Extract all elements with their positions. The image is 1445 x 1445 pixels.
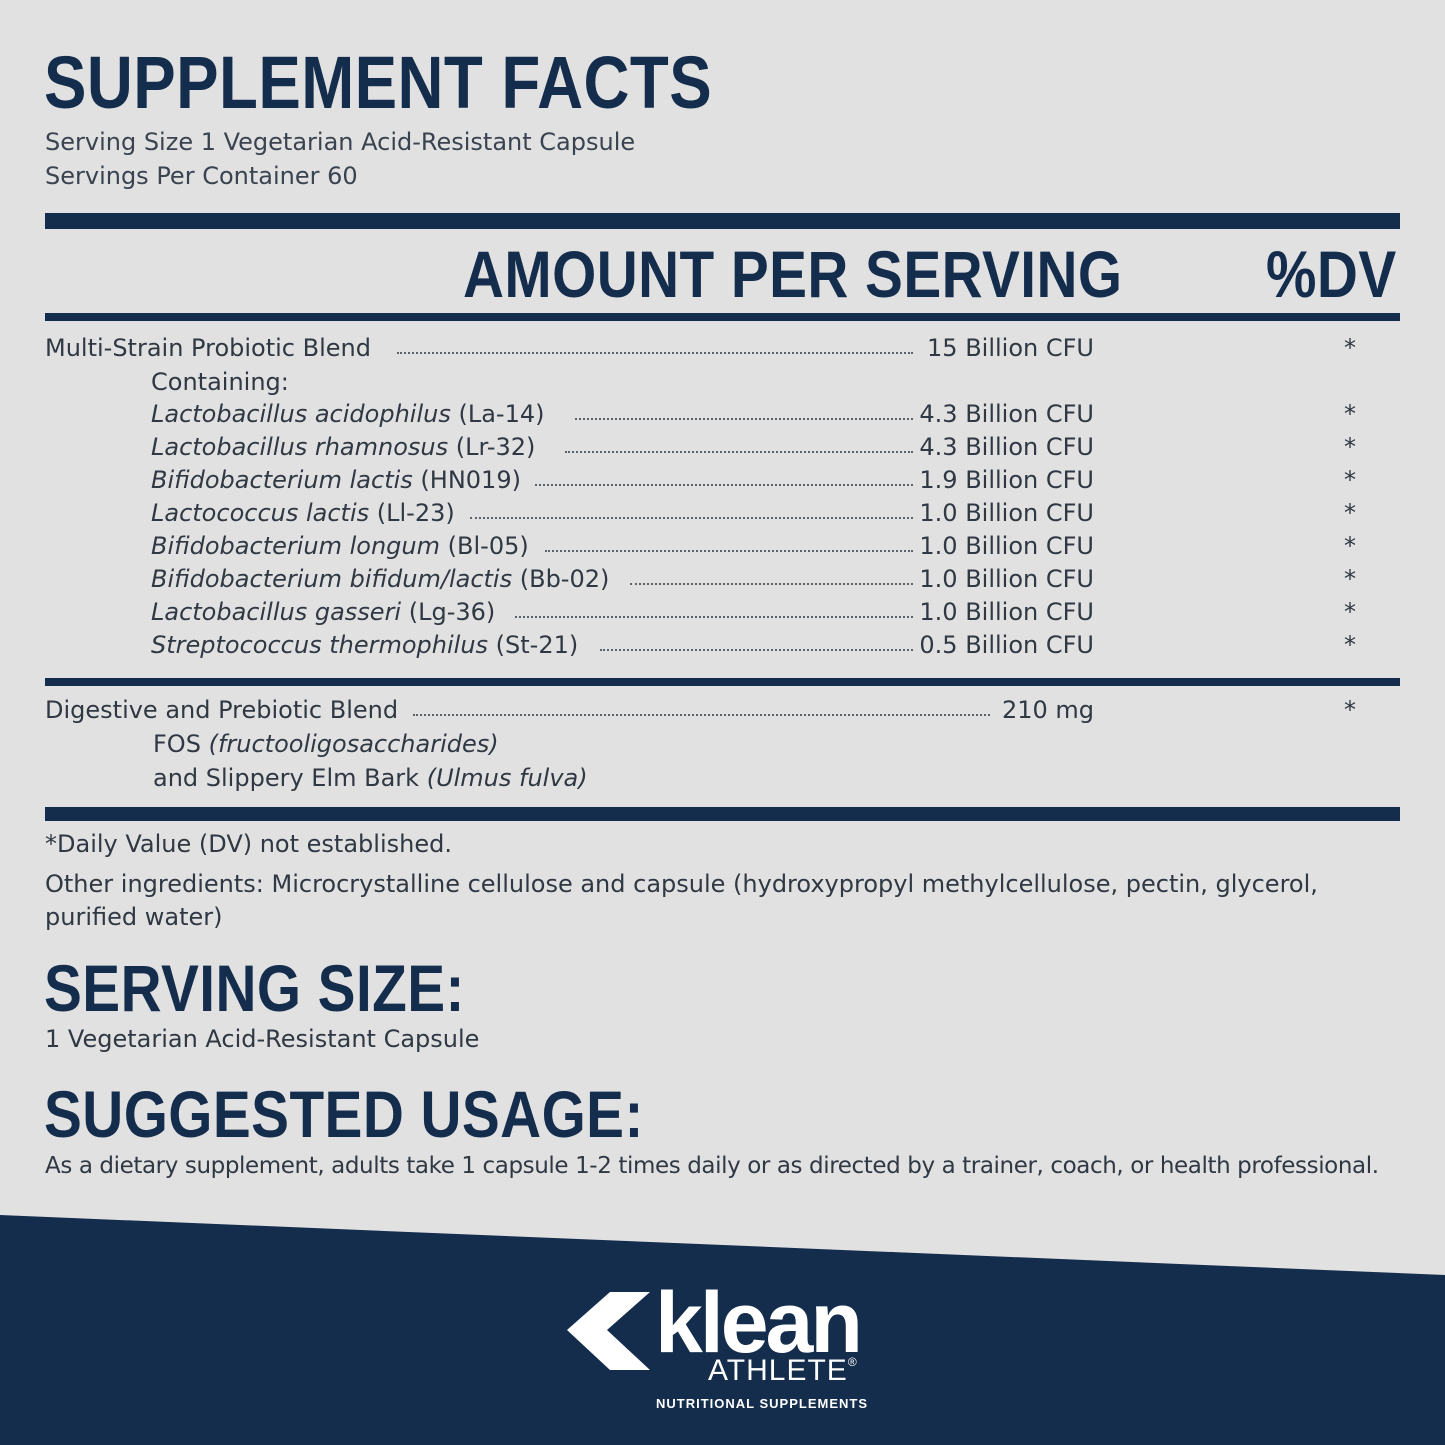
strain-amount: 1.0 Billion CFU [919,598,1094,626]
registered-mark: ® [847,1355,858,1369]
strain-code: (Ll-23) [376,499,455,527]
dv-column-heading: %DV [1266,237,1397,311]
digestive-blend-line-1: FOS (fructooligosaccharides) [153,730,499,758]
strain-dv: * [1344,400,1356,428]
strain-species: Bifidobacterium longum [151,532,441,560]
strain-dv: * [1344,631,1356,659]
dv-note: *Daily Value (DV) not established. [45,830,452,858]
strain-row: Bifidobacterium lactis (HN019) 1.9 Billi… [45,466,1400,499]
dot-leader [600,649,913,651]
strain-row: Bifidobacterium bifidum/lactis (Bb-02) 1… [45,565,1400,598]
elm-label: and Slippery Elm Bark [153,764,420,792]
strain-row: Lactobacillus rhamnosus (Lr-32) 4.3 Bill… [45,433,1400,466]
strain-dv: * [1344,433,1356,461]
serving-size-text: 1 Vegetarian Acid-Resistant Capsule [45,1025,480,1053]
strain-species: Lactococcus lactis [151,499,370,527]
strain-code: (St-21) [495,631,579,659]
digestive-blend-dv: * [1344,696,1356,724]
serving-size-line: Serving Size 1 Vegetarian Acid-Resistant… [45,128,636,156]
strain-amount: 0.5 Billion CFU [919,631,1094,659]
strain-species: Bifidobacterium bifidum/lactis [151,565,513,593]
digestive-blend-name: Digestive and Prebiotic Blend [45,696,399,724]
dot-leader [397,352,913,354]
header-divider-bar [45,313,1400,321]
amount-column-heading: AMOUNT PER SERVING [463,237,1123,311]
strain-species: Lactobacillus gasseri [151,598,402,626]
strain-code: (Lr-32) [455,433,536,461]
digestive-blend-amount: 210 mg [1001,696,1094,724]
strain-row: Lactococcus lactis (Ll-23) 1.0 Billion C… [45,499,1400,532]
dot-leader [515,616,913,618]
section-divider-bar [45,678,1400,686]
strain-amount: 1.9 Billion CFU [919,466,1094,494]
dot-leader [575,418,913,420]
serving-size-heading: SERVING SIZE: [44,951,465,1025]
containing-label: Containing: [151,368,289,396]
strain-amount: 1.0 Billion CFU [919,565,1094,593]
strain-code: (Bl-05) [447,532,529,560]
strain-amount: 4.3 Billion CFU [919,433,1094,461]
top-divider-bar [45,213,1400,229]
strain-dv: * [1344,598,1356,626]
brand-logo-athlete: ATHLETE® [708,1356,858,1386]
probiotic-blend-name: Multi-Strain Probiotic Blend [45,334,371,362]
bottom-divider-bar [45,807,1400,821]
dot-leader [545,550,913,552]
probiotic-blend-amount: 15 Billion CFU [927,334,1094,362]
brand-tagline: NUTRITIONAL SUPPLEMENTS [656,1396,868,1411]
other-ingredients-line-1: Other ingredients: Microcrystalline cell… [45,870,1318,898]
strain-row: Lactobacillus acidophilus (La-14) 4.3 Bi… [45,400,1400,433]
strain-amount: 1.0 Billion CFU [919,532,1094,560]
strain-code: (La-14) [458,400,545,428]
strain-row: Lactobacillus gasseri (Lg-36) 1.0 Billio… [45,598,1400,631]
strain-row: Bifidobacterium longum (Bl-05) 1.0 Billi… [45,532,1400,565]
page-title: SUPPLEMENT FACTS [44,41,713,124]
suggested-usage-heading: SUGGESTED USAGE: [44,1077,644,1151]
strain-amount: 1.0 Billion CFU [919,499,1094,527]
probiotic-blend-dv: * [1344,334,1356,362]
servings-per-container-line: Servings Per Container 60 [45,162,358,190]
elm-latin: (Ulmus fulva) [426,764,588,792]
strain-dv: * [1344,532,1356,560]
strain-code: (HN019) [420,466,521,494]
other-ingredients-line-2: purified water) [45,903,223,931]
strain-species: Streptococcus thermophilus [151,631,489,659]
fos-label: FOS [153,730,201,758]
strain-dv: * [1344,565,1356,593]
fos-latin: (fructooligosaccharides) [208,730,499,758]
probiotic-blend-row: Multi-Strain Probiotic Blend 15 Billion … [45,334,1400,367]
brand-logo-word: klean [655,1275,863,1371]
dot-leader [413,714,990,716]
strain-species: Lactobacillus acidophilus [151,400,451,428]
strain-dv: * [1344,466,1356,494]
digestive-blend-row: Digestive and Prebiotic Blend 210 mg * [45,696,1400,729]
strain-dv: * [1344,499,1356,527]
dot-leader [535,484,913,486]
strain-amount: 4.3 Billion CFU [919,400,1094,428]
brand-athlete-text: ATHLETE [708,1354,848,1387]
dot-leader [630,583,913,585]
strain-code: (Lg-36) [408,598,496,626]
strain-species: Lactobacillus rhamnosus [151,433,449,461]
dot-leader [470,517,913,519]
dot-leader [565,451,913,453]
digestive-blend-line-2: and Slippery Elm Bark (Ulmus fulva) [153,764,588,792]
strain-row: Streptococcus thermophilus (St-21) 0.5 B… [45,631,1400,664]
chevron-logo-icon [567,1292,650,1370]
strain-species: Bifidobacterium lactis [151,466,413,494]
suggested-usage-text: As a dietary supplement, adults take 1 c… [45,1153,1379,1179]
strain-code: (Bb-02) [519,565,610,593]
